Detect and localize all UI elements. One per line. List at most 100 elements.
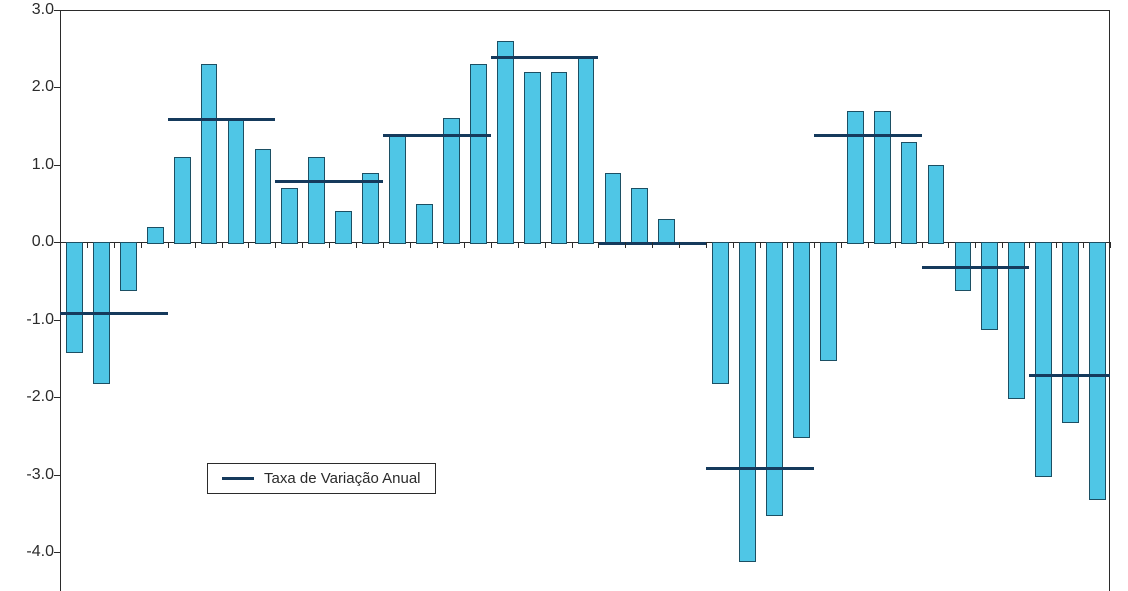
x-tick-mark (114, 242, 115, 248)
y-tick-label: 0.0 (32, 233, 60, 251)
x-tick-mark (383, 242, 384, 248)
bar (605, 173, 622, 245)
bar (712, 242, 729, 383)
annual-variation-line (1029, 374, 1110, 377)
annual-variation-line (168, 118, 276, 121)
x-tick-mark (87, 242, 88, 248)
bar (281, 188, 298, 244)
x-tick-mark (760, 242, 761, 248)
bar (820, 242, 837, 360)
x-tick-mark (410, 242, 411, 248)
annual-variation-line (814, 134, 922, 137)
bar (201, 64, 218, 244)
x-tick-mark (518, 242, 519, 248)
x-tick-mark (814, 242, 815, 248)
x-tick-mark (868, 242, 869, 248)
y-tick-label: 2.0 (32, 78, 60, 96)
bar (147, 227, 164, 244)
x-tick-mark (329, 242, 330, 248)
bar (443, 118, 460, 244)
legend-box: Taxa de Variação Anual (207, 463, 436, 494)
x-tick-mark (787, 242, 788, 248)
x-tick-mark (141, 242, 142, 248)
x-tick-mark (733, 242, 734, 248)
x-tick-mark (572, 242, 573, 248)
legend-text: Taxa de Variação Anual (264, 470, 421, 487)
bar (255, 149, 272, 244)
bar (120, 242, 137, 290)
x-tick-mark (302, 242, 303, 248)
annual-variation-line (706, 467, 814, 470)
x-tick-mark (679, 242, 680, 248)
bar (389, 134, 406, 244)
legend-swatch-line (222, 477, 254, 480)
x-tick-mark (948, 242, 949, 248)
x-tick-mark (625, 242, 626, 248)
x-tick-mark (975, 242, 976, 248)
x-tick-mark (1056, 242, 1057, 248)
bar (470, 64, 487, 244)
y-tick-label: -1.0 (26, 311, 60, 329)
plot-border-left (60, 10, 61, 591)
annual-variation-line (383, 134, 491, 137)
bar (66, 242, 83, 352)
bar (228, 118, 245, 244)
bar (578, 56, 595, 244)
x-tick-mark (195, 242, 196, 248)
bar (658, 219, 675, 244)
y-tick-label: 3.0 (32, 1, 60, 19)
x-tick-mark (275, 242, 276, 248)
x-tick-mark (248, 242, 249, 248)
bar (1062, 242, 1079, 422)
bar (551, 72, 568, 244)
x-tick-mark (356, 242, 357, 248)
x-tick-mark (1002, 242, 1003, 248)
x-tick-mark (168, 242, 169, 248)
bar (335, 211, 352, 244)
chart-container: -4.0 -3.0 -2.0 -1.0 0.0 1.0 2.0 3.0 Taxa de Var… (0, 0, 1128, 591)
annual-variation-line (922, 266, 1030, 269)
bar (524, 72, 541, 244)
x-tick-mark (437, 242, 438, 248)
bar (308, 157, 325, 244)
x-tick-mark (1029, 242, 1030, 248)
bar (416, 204, 433, 245)
plot-border-right (1109, 10, 1110, 591)
bar (362, 173, 379, 245)
bar (739, 242, 756, 562)
x-tick-mark (1110, 242, 1111, 248)
x-tick-mark (922, 242, 923, 248)
x-tick-mark (598, 242, 599, 248)
y-tick-label: -3.0 (26, 466, 60, 484)
annual-variation-line (60, 312, 168, 315)
annual-variation-line (491, 56, 599, 59)
plot-area: -4.0-3.0-2.0-1.00.01.02.03.0 Taxa de Var… (60, 10, 1110, 591)
bar (928, 165, 945, 244)
bar (847, 111, 864, 245)
bar (1089, 242, 1106, 500)
x-tick-mark (706, 242, 707, 248)
x-tick-mark (545, 242, 546, 248)
bar (901, 142, 918, 245)
x-tick-mark (652, 242, 653, 248)
bar (981, 242, 998, 329)
x-tick-mark (222, 242, 223, 248)
x-tick-mark (895, 242, 896, 248)
x-tick-mark (491, 242, 492, 248)
x-tick-mark (464, 242, 465, 248)
x-tick-mark (60, 242, 61, 248)
annual-variation-line (275, 180, 383, 183)
bar (874, 111, 891, 245)
bar (174, 157, 191, 244)
bar (766, 242, 783, 515)
x-tick-mark (1083, 242, 1084, 248)
bar (631, 188, 648, 244)
y-tick-label: -4.0 (26, 543, 60, 561)
y-tick-label: -2.0 (26, 388, 60, 406)
bar (497, 41, 514, 244)
y-tick-label: 1.0 (32, 156, 60, 174)
bar (1035, 242, 1052, 476)
plot-border-top (60, 10, 1110, 11)
x-tick-mark (841, 242, 842, 248)
bar (793, 242, 810, 438)
